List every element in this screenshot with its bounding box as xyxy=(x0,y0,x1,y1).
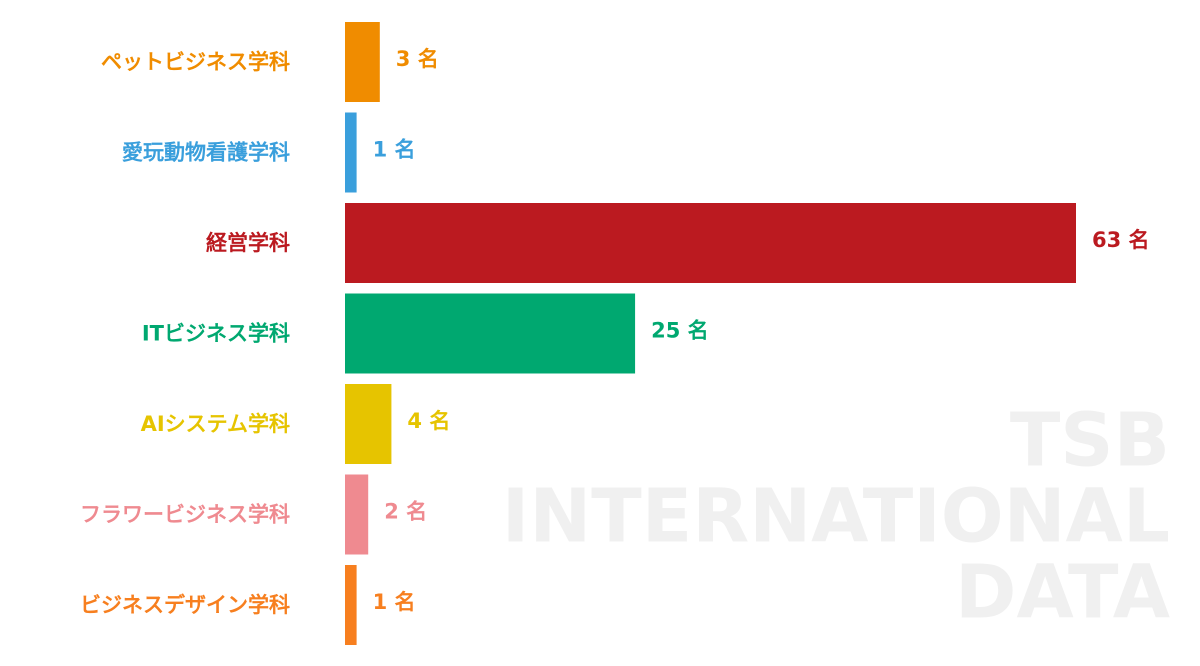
bar xyxy=(345,474,369,555)
value-label: 2 名 xyxy=(384,500,427,524)
value-label: 3 名 xyxy=(396,47,439,71)
watermark: TSB xyxy=(1010,398,1170,484)
bar xyxy=(345,384,392,464)
category-label: AIシステム学科 xyxy=(141,412,290,436)
bar xyxy=(345,565,357,645)
value-label: 63 名 xyxy=(1092,228,1150,252)
value-label: 1 名 xyxy=(373,590,416,614)
value-label: 4 名 xyxy=(407,409,450,433)
category-label: フラワービジネス学科 xyxy=(80,503,290,527)
bar xyxy=(345,112,357,193)
bar xyxy=(345,293,636,374)
category-label: ビジネスデザイン学科 xyxy=(80,593,290,617)
category-label: ペットビジネス学科 xyxy=(101,50,290,74)
category-label: 愛玩動物看護学科 xyxy=(122,141,290,165)
category-label: 経営学科 xyxy=(206,231,290,255)
watermark: INTERNATIONAL xyxy=(502,474,1170,560)
bar xyxy=(345,203,1076,283)
bar xyxy=(345,22,380,102)
watermark: DATA xyxy=(955,550,1170,636)
value-label: 1 名 xyxy=(373,138,416,162)
category-label: ITビジネス学科 xyxy=(142,322,290,346)
value-label: 25 名 xyxy=(651,319,709,343)
